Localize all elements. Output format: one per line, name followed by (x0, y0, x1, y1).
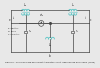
Text: c: collector: c: collector (8, 34, 20, 35)
Text: $\alpha i_e$: $\alpha i_e$ (39, 11, 44, 19)
Text: $L_b$: $L_b$ (48, 42, 52, 49)
Text: $r_e$: $r_e$ (28, 29, 32, 35)
Text: e: emitter: e: emitter (8, 28, 19, 30)
Text: c: c (90, 18, 91, 22)
Text: $i_e$: $i_e$ (12, 14, 16, 22)
Text: e: e (8, 18, 10, 22)
Text: $r_c$: $r_c$ (75, 29, 79, 35)
Text: Figure 5 - Common-base equivalent transistor circuit. Reproduced from Sevin (196: Figure 5 - Common-base equivalent transi… (5, 61, 95, 63)
Text: $L_e$: $L_e$ (23, 1, 28, 9)
Text: b: base: b: base (8, 31, 16, 32)
Text: b: b (49, 54, 51, 58)
Bar (24, 31, 27, 33)
Text: $i_c$: $i_c$ (84, 14, 88, 22)
Text: $L_c$: $L_c$ (71, 1, 75, 9)
Bar (71, 31, 74, 33)
